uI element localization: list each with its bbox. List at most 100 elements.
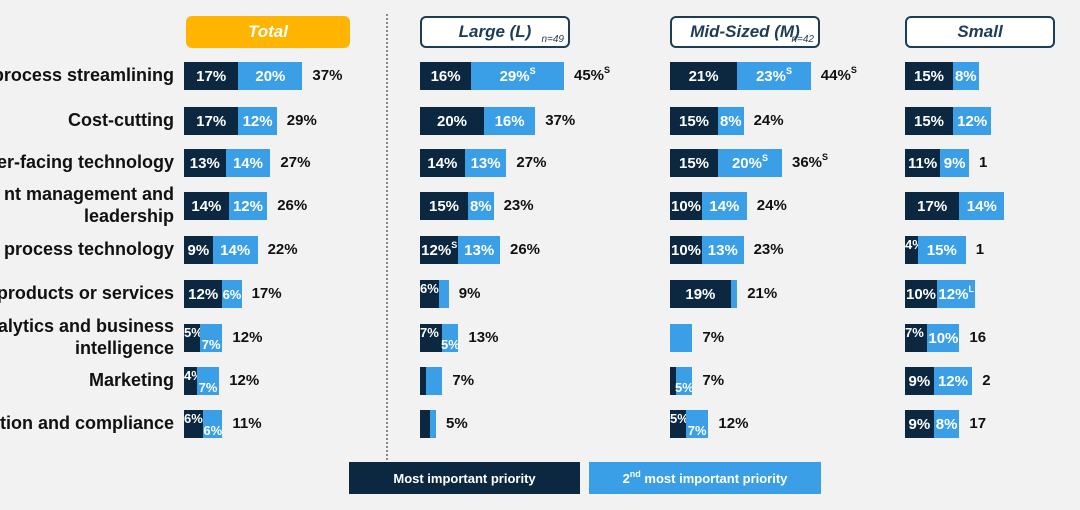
bar-label-second: 6%: [203, 422, 223, 438]
bar-segment-first: 10%: [670, 236, 702, 264]
bar-segment-first: 17%: [184, 62, 239, 90]
bar-segment-first: 17%: [905, 192, 960, 220]
panel-divider: [386, 14, 388, 460]
bar-segment-first: 4%: [905, 236, 924, 264]
bar-segment-second: 14%: [225, 149, 271, 177]
bar-segment-second: 14%: [959, 192, 1005, 220]
bar-segment-first: 15%: [905, 62, 953, 90]
bar-segment-second: 8%: [468, 192, 494, 220]
category-label: process streamlining: [0, 65, 174, 85]
bar-total-label: 27%: [280, 154, 311, 171]
bar-label-second: 6%: [222, 286, 242, 302]
bar-label-first: 9%: [908, 372, 931, 390]
bar-label-first: 15%: [913, 112, 945, 130]
bar-total-label: 45%S: [574, 65, 611, 84]
bar-segment-first: 12%S: [420, 236, 459, 264]
bar-label-first: 17%: [917, 197, 948, 215]
bar-segment-first: 13%: [184, 149, 226, 177]
panel-header: Mid-Sized (M) n=42: [670, 16, 820, 48]
bar-segment-second: [429, 410, 436, 438]
bar-segment-first: 15%: [670, 107, 718, 135]
bar-label-first: 11%: [907, 154, 938, 172]
bar-segment-second: 7%: [200, 324, 223, 352]
bar-total-label: 22%: [267, 241, 298, 258]
bar-label-first: 15%: [678, 154, 710, 172]
bar-segment-first: 7%: [905, 324, 928, 352]
bar-total-label: 12%: [229, 372, 260, 389]
bar-segment-first: 5%: [670, 410, 689, 438]
bar-segment-second: 8%: [953, 62, 979, 90]
bar-total-label: 37%: [545, 112, 576, 129]
bar-segment-second: 14%: [212, 236, 258, 264]
bar-segment-first: 11%: [905, 149, 941, 177]
bar-total-label: 23%: [753, 241, 784, 258]
bar-label-second: 12%L: [938, 283, 974, 303]
bar-segment-second: 7%: [686, 410, 709, 438]
bar-label-first: 5%: [184, 324, 203, 340]
panel-header: Small: [905, 16, 1055, 48]
bar-total-label: 24%: [756, 197, 787, 214]
bar-total-label: 11%: [232, 415, 262, 432]
bar-label-second: 5%: [675, 379, 694, 395]
bar-total-label: 21%: [747, 285, 778, 302]
category-label: products or services: [0, 283, 174, 303]
bar-label-second: 10%: [928, 329, 959, 347]
bar-segment-second: 12%: [238, 107, 277, 135]
bar-label-second: 13%: [707, 241, 738, 259]
bar-total-label: 36%S: [792, 152, 829, 171]
bar-segment-second: 5%: [441, 324, 460, 352]
bar-label-second: 16%: [494, 112, 525, 130]
bar-segment-second: 12%: [228, 192, 268, 220]
bar-label-second: 13%: [470, 154, 501, 172]
bar-label-second: 5%: [441, 336, 460, 352]
bar-segment-second: 7%: [196, 367, 220, 395]
category-label: alytics and business intelligence: [0, 316, 174, 358]
bar-label-second: 7%: [687, 422, 707, 438]
bar-segment-first: 7%: [420, 324, 443, 352]
bar-segment-first: 19%: [670, 280, 731, 308]
bar-segment-first: 4%: [184, 367, 203, 395]
bar-total-label: 9%: [458, 285, 481, 302]
bar-segment-second: 6%: [203, 410, 223, 438]
bar-label-first: 5%: [670, 410, 689, 426]
bar-label-first: 7%: [420, 324, 439, 340]
bar-label-second: 14%: [220, 241, 251, 259]
bar-total-label: 1: [979, 154, 988, 171]
bar-total-label: 26%: [510, 241, 541, 258]
panel-title: Total: [248, 22, 288, 41]
bar-total-label: 29%: [286, 112, 317, 129]
category-label: process technology: [3, 239, 174, 259]
bar-segment-second: [439, 280, 449, 308]
bar-total-label: 7%: [702, 372, 725, 389]
bar-total-label: 24%: [753, 112, 784, 129]
bar-segment-second: 20%: [238, 62, 303, 90]
bar-segment-second: 13%: [702, 236, 744, 264]
bar-label-first: 21%: [688, 67, 719, 85]
bar-segment-second: 10%: [927, 324, 960, 352]
bar-total-label: 16: [969, 329, 987, 346]
bar-segment-first: [670, 367, 677, 395]
bar-segment-second: 6%: [222, 280, 242, 308]
bar-label-second: 12%: [937, 372, 968, 390]
legend-label-second: 2nd most important priority: [622, 468, 788, 486]
bar-segment-first: 6%: [184, 410, 204, 438]
legend-second-prefix: 2: [622, 470, 630, 486]
bar-total-label: 44%S: [820, 65, 857, 84]
bar-segment-second: 9%: [940, 149, 969, 177]
panel-title: Small: [957, 22, 1003, 41]
bar-label-second: 23%S: [755, 65, 792, 85]
bar-segment-first: 9%: [905, 410, 934, 438]
bar-segment-second: 12%L: [937, 280, 976, 308]
bar-label-second: 12%: [957, 112, 988, 130]
legend-second-superscript: nd: [629, 468, 641, 479]
legend-label-first: Most important priority: [393, 470, 536, 486]
bar-segment-second: 14%: [702, 192, 747, 220]
bar-label-second: 7%: [198, 379, 218, 395]
bar-label-second: 9%: [943, 154, 966, 172]
bar-total-label: 27%: [516, 154, 547, 171]
bar-label-first: 15%: [428, 197, 460, 215]
panel-title: Large (L): [458, 22, 532, 41]
bar-label-first: 9%: [908, 415, 931, 433]
legend-second-suffix: most important priority: [640, 470, 788, 486]
bar-label-first: 15%: [678, 112, 710, 130]
